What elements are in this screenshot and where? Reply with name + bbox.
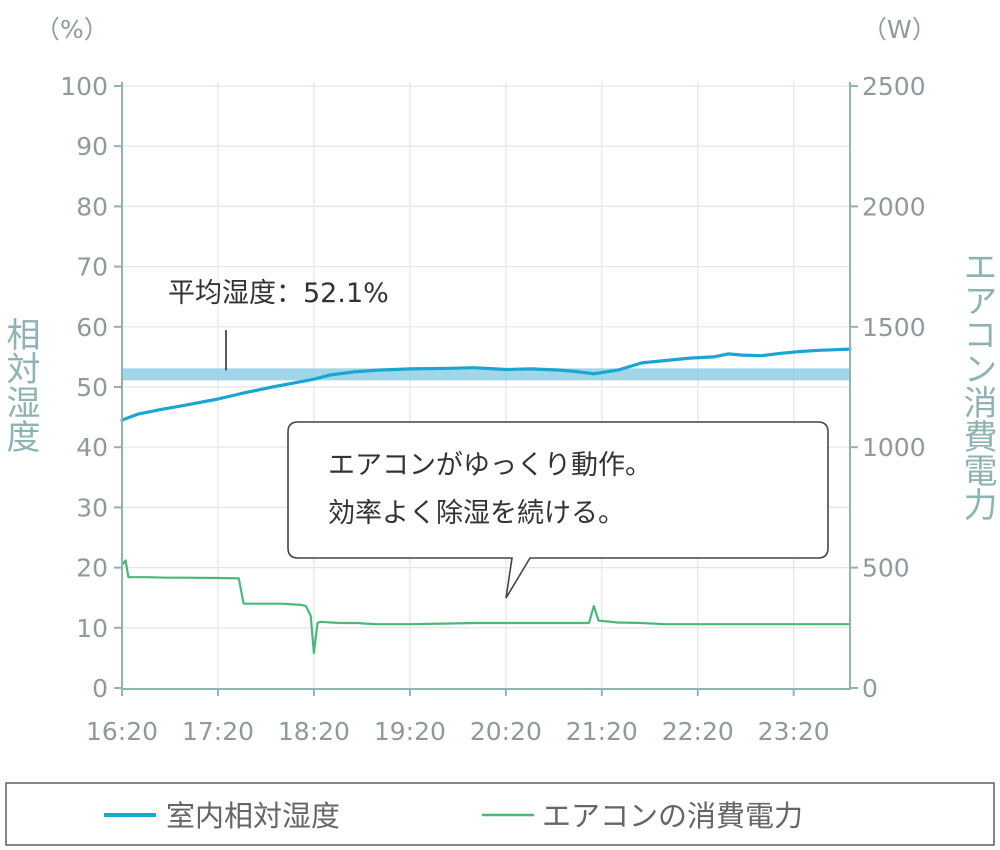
callout-box <box>287 421 829 599</box>
legend-label-humidity: 室内相対湿度 <box>166 799 340 833</box>
x-tick-label: 20:20 <box>470 717 542 746</box>
series-power-line <box>120 559 852 655</box>
left-tick-label: 40 <box>76 433 108 462</box>
x-tick-labels: 16:20 17:20 18:20 19:20 20:20 21:20 22:20 23:20 <box>86 688 830 746</box>
series-layer <box>120 347 852 655</box>
right-axis-title: エアコン消費電力 <box>957 249 997 521</box>
callout-line-1: エアコンがゆっくり動作。 <box>328 450 652 481</box>
x-tick-label: 19:20 <box>374 717 446 746</box>
right-tick-label: 0 <box>862 674 878 703</box>
x-tick-label: 23:20 <box>758 717 830 746</box>
average-humidity-band <box>122 368 850 381</box>
gridlines <box>121 82 850 688</box>
x-tick-label: 22:20 <box>662 717 734 746</box>
x-tick-label: 17:20 <box>182 717 254 746</box>
left-tick-label: 100 <box>60 72 108 101</box>
left-tick-label: 0 <box>92 674 108 703</box>
left-unit-label: （%） <box>35 15 109 44</box>
average-humidity-annotation: 平均湿度：52.1% <box>168 278 389 309</box>
left-tick-label: 90 <box>76 132 108 161</box>
left-tick-labels: 0 10 20 30 40 50 60 70 80 90 100 <box>60 72 122 703</box>
callout-line-2: 効率よく除湿を続ける。 <box>328 498 625 529</box>
left-tick-label: 20 <box>76 554 108 583</box>
right-tick-label: 1500 <box>862 313 926 342</box>
x-tick-label: 18:20 <box>278 717 350 746</box>
right-tick-label: 1000 <box>862 433 926 462</box>
right-tick-label: 2500 <box>862 72 926 101</box>
callout: エアコンがゆっくり動作。 効率よく除湿を続ける。 <box>287 421 829 599</box>
left-tick-label: 50 <box>76 373 108 402</box>
left-tick-label: 80 <box>76 192 108 221</box>
left-tick-label: 10 <box>76 614 108 643</box>
legend-label-power: エアコンの消費電力 <box>542 799 803 833</box>
left-tick-label: 30 <box>76 493 108 522</box>
left-tick-label: 70 <box>76 253 108 282</box>
x-tick-label: 21:20 <box>566 717 638 746</box>
x-tick-label: 16:20 <box>86 717 158 746</box>
legend: 室内相対湿度 エアコンの消費電力 <box>5 782 995 846</box>
left-tick-label: 60 <box>76 313 108 342</box>
left-axis-title: 相対湿度 <box>0 317 40 453</box>
series-humidity-line <box>120 347 852 422</box>
right-tick-label: 500 <box>862 554 910 583</box>
right-tick-labels: 0 500 1000 1500 2000 2500 <box>850 72 926 703</box>
right-unit-label: （W） <box>862 15 937 44</box>
right-tick-label: 2000 <box>862 192 926 221</box>
